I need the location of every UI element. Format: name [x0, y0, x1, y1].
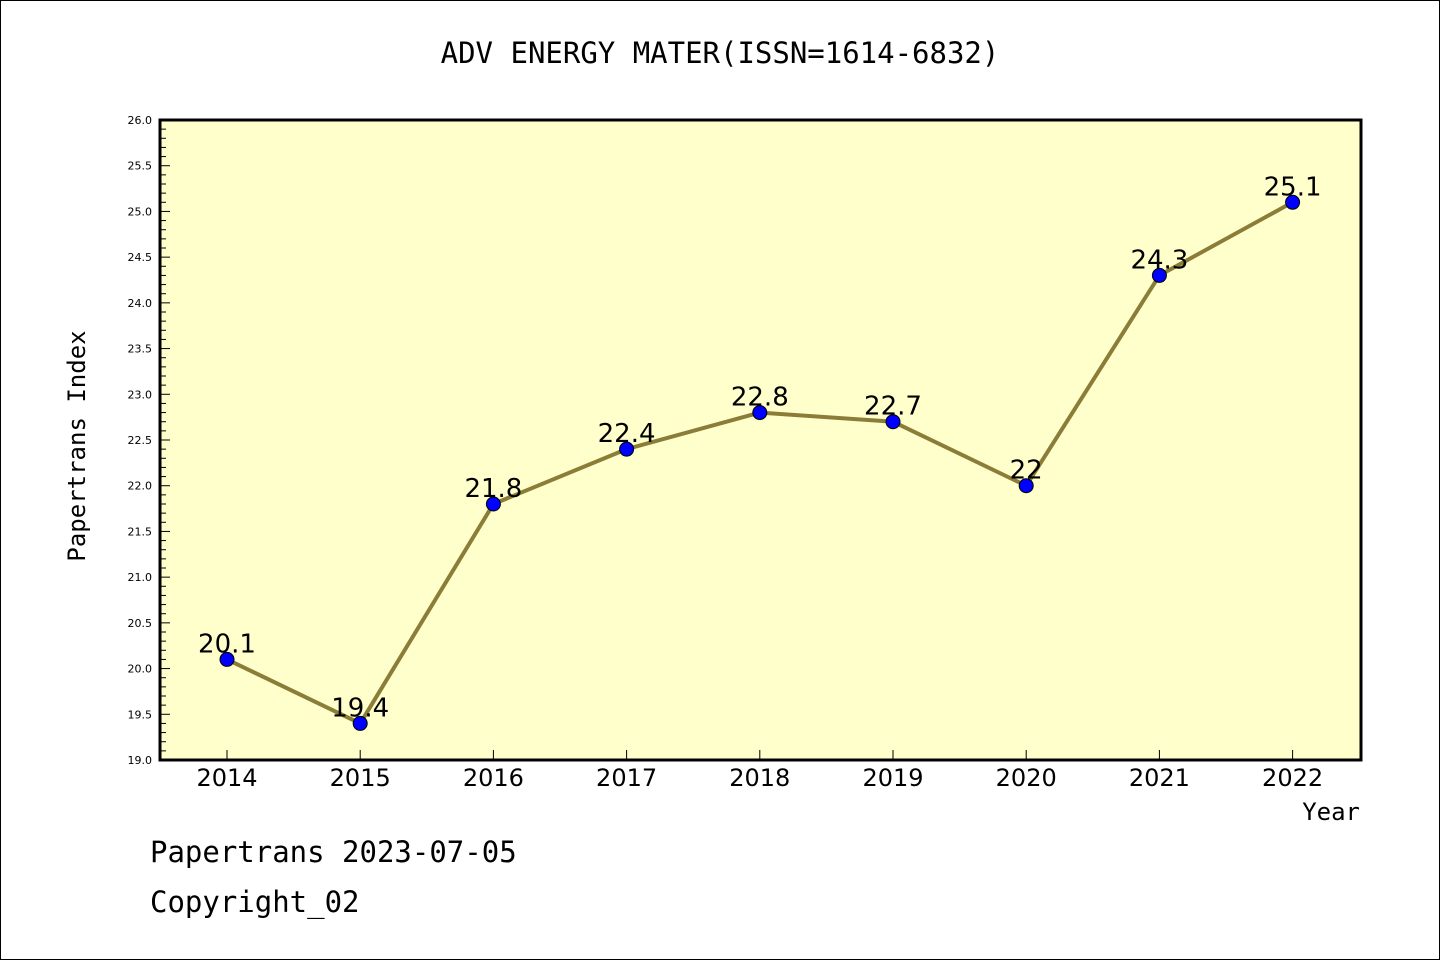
y-axis-label: Papertrans Index — [63, 330, 91, 561]
y-tick-label: 25.0 — [128, 205, 153, 218]
data-label: 22.7 — [864, 392, 922, 422]
y-tick-label: 19.5 — [128, 708, 153, 721]
footer-copyright: Copyright_02 — [150, 885, 360, 919]
x-tick-label: 2020 — [996, 764, 1057, 792]
plot-area — [160, 120, 1361, 760]
data-point — [1018, 478, 1034, 494]
data-point — [485, 496, 501, 512]
y-tick-label: 24.0 — [128, 297, 153, 310]
data-point — [619, 441, 635, 457]
x-tick-label: 2015 — [330, 764, 391, 792]
y-tick-label: 23.5 — [128, 343, 153, 356]
x-tick-label: 2016 — [463, 764, 524, 792]
data-point — [219, 651, 235, 667]
y-tick-label: 23.0 — [128, 388, 153, 401]
y-tick-label: 24.5 — [128, 251, 153, 264]
y-tick-label: 25.5 — [128, 160, 153, 173]
y-tick-label: 22.5 — [128, 434, 153, 447]
y-tick-label: 26.0 — [128, 114, 153, 127]
data-markers — [219, 194, 1301, 731]
x-tick-label: 2019 — [862, 764, 923, 792]
plot-border — [158, 118, 1363, 762]
data-labels: 20.1 19.4 21.8 22.4 22.8 22.7 22 24.3 25.1 — [198, 172, 1321, 723]
data-point — [352, 715, 368, 731]
x-axis-label: Year — [1302, 798, 1360, 826]
footer-date: Papertrans 2023-07-05 — [150, 835, 517, 869]
data-label: 22.4 — [598, 419, 656, 449]
data-point — [1151, 267, 1167, 283]
data-label: 24.3 — [1130, 245, 1188, 275]
data-label: 25.1 — [1264, 172, 1322, 202]
x-tick-label: 2014 — [196, 764, 257, 792]
data-label: 19.4 — [331, 693, 389, 723]
y-tick-label: 21.5 — [128, 525, 153, 538]
data-point — [1285, 194, 1301, 210]
y-axis: 19.0 19.5 20.0 20.5 21.0 21.5 22.0 22.5 23.0 23.5… — [128, 114, 170, 767]
data-label: 21.8 — [464, 474, 522, 504]
x-tick-label: 2017 — [596, 764, 657, 792]
data-label: 20.1 — [198, 629, 256, 659]
chart-title: ADV ENERGY MATER(ISSN=1614-6832) — [440, 36, 1000, 70]
x-axis: 2014 2015 2016 2017 2018 2019 2020 2021 2022 — [196, 750, 1323, 792]
data-point — [885, 414, 901, 430]
y-tick-label: 20.0 — [128, 663, 153, 676]
x-tick-label: 2018 — [729, 764, 790, 792]
y-tick-label: 19.0 — [128, 754, 153, 767]
y-tick-label: 20.5 — [128, 617, 153, 630]
x-tick-label: 2022 — [1262, 764, 1323, 792]
x-tick-label: 2021 — [1129, 764, 1190, 792]
y-tick-label: 21.0 — [128, 571, 153, 584]
y-tick-label: 22.0 — [128, 480, 153, 493]
data-label: 22 — [1010, 456, 1043, 486]
data-point — [752, 405, 768, 421]
data-label: 22.8 — [731, 383, 789, 413]
